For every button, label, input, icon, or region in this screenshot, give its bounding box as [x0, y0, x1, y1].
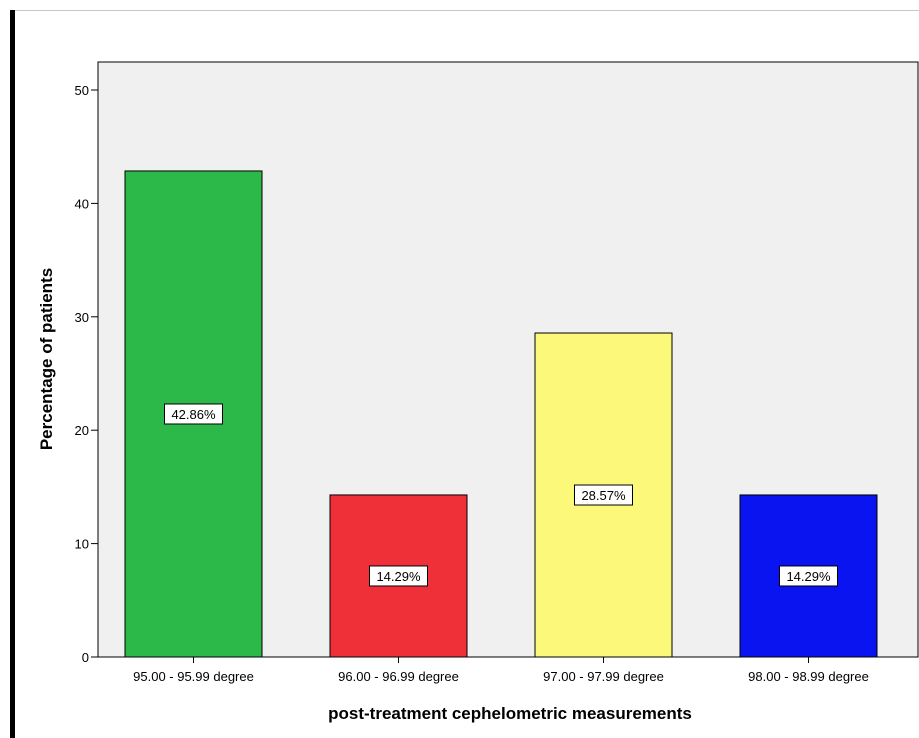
data-label: 14.29%	[786, 569, 831, 584]
x-tick-label: 96.00 - 96.99 degree	[338, 669, 459, 684]
data-label-box	[574, 484, 633, 506]
data-label: 14.29%	[376, 569, 421, 584]
y-tick-label: 10	[75, 537, 89, 552]
y-tick-label: 0	[82, 650, 89, 665]
top-border	[10, 10, 919, 11]
y-tick-label: 20	[75, 423, 89, 438]
data-labels: 42.86% 14.29% 28.57% 14.29%	[164, 403, 838, 587]
y-axis-label: Percentage of patients	[37, 268, 56, 450]
x-tick-label: 98.00 - 98.99 degree	[748, 669, 869, 684]
x-axis: 95.00 - 95.99 degree 96.00 - 96.99 degree…	[133, 657, 869, 684]
y-axis: 0 10 20 30 40 50	[75, 83, 98, 665]
x-tick-label: 97.00 - 97.99 degree	[543, 669, 664, 684]
data-label: 42.86%	[171, 407, 216, 422]
x-tick-label: 95.00 - 95.99 degree	[133, 669, 254, 684]
x-axis-label: post-treatment cephelometric measurement…	[328, 704, 692, 723]
data-label-box	[779, 565, 838, 587]
data-label-box	[369, 565, 428, 587]
y-tick-label: 30	[75, 310, 89, 325]
left-border	[10, 10, 15, 738]
data-label: 28.57%	[581, 488, 626, 503]
data-label-box	[164, 403, 223, 425]
y-tick-label: 40	[75, 196, 89, 211]
y-tick-label: 50	[75, 83, 89, 98]
